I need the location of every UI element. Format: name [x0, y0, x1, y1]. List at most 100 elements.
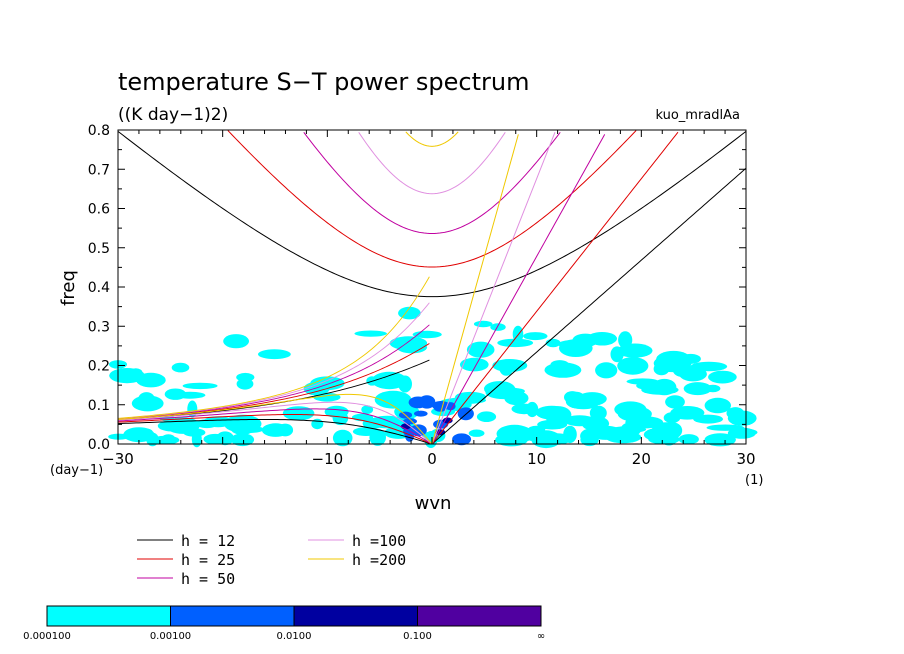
contour-blob: [563, 425, 577, 444]
contour-blob-high: [442, 417, 453, 424]
contour-blob: [527, 425, 546, 434]
y-tick-label: 0.2: [88, 359, 110, 375]
contour-blob: [595, 362, 618, 379]
contour-blob: [137, 428, 153, 435]
contour-blob: [490, 323, 506, 331]
contour-blob: [389, 336, 428, 351]
x-tick-label: 0: [427, 450, 437, 468]
contour-blob: [614, 401, 647, 418]
dispersion-curves: [117, 130, 747, 445]
rossby-wave-line: [117, 414, 433, 445]
y-tick-label: 0.1: [88, 398, 110, 414]
contour-blob: [704, 397, 731, 414]
x-tick-label: −20: [207, 450, 239, 468]
contour-blob: [236, 378, 254, 390]
y-tick-label: 0.4: [88, 280, 110, 296]
contour-blob: [258, 349, 291, 360]
contour-blob: [511, 403, 537, 415]
contour-blob: [476, 411, 497, 423]
contour-blob: [709, 435, 725, 442]
inertia-gravity-line: [405, 131, 459, 147]
contour-blob: [352, 427, 380, 436]
contour-blob: [162, 434, 175, 441]
contour-blob: [230, 433, 255, 447]
contour-blob: [171, 362, 190, 373]
contour-blob: [422, 432, 435, 439]
color-bar-cell: [46, 605, 171, 627]
color-bar-label: 0.0100: [277, 631, 312, 642]
contour-blob: [653, 362, 670, 376]
contour-blob: [497, 338, 534, 348]
contour-blob: [182, 382, 218, 390]
contour-blob: [223, 334, 250, 349]
y-unit-label: (day−1): [50, 463, 103, 478]
x-unit-label: (1): [745, 473, 763, 488]
inertia-gravity-line: [227, 130, 637, 268]
inertia-gravity-line: [358, 132, 506, 195]
power-contours: [108, 306, 758, 449]
x-tick-label: −30: [102, 450, 134, 468]
contour-blob: [708, 370, 737, 384]
legend-label: h =100: [352, 532, 406, 550]
dispersion-curve-h50: [117, 132, 606, 445]
contour-blob: [174, 391, 206, 399]
contour-blob: [618, 331, 633, 349]
contour-blob: [726, 407, 745, 420]
contour-blob: [131, 395, 164, 412]
kelvin-wave-line: [431, 134, 606, 445]
contour-blob: [678, 434, 699, 445]
legend-label: h = 25: [181, 551, 235, 569]
contour-blob: [332, 429, 353, 447]
y-tick-label: 0.6: [88, 202, 110, 218]
contour-blob-mid: [431, 401, 451, 411]
contour-blob: [460, 357, 489, 372]
x-tick-label: 30: [736, 450, 755, 468]
x-axis-label: wvn: [415, 493, 452, 514]
contour-blob: [641, 385, 679, 395]
contour-blob: [617, 357, 649, 375]
legend-label: h = 50: [181, 570, 235, 588]
contour-blob: [398, 306, 421, 320]
color-bar-cell: [417, 605, 542, 627]
contour-blob: [581, 416, 610, 432]
chart-title: temperature S−T power spectrum: [118, 68, 530, 96]
y-tick-label: 0.7: [88, 162, 110, 178]
x-tick-label: 20: [632, 450, 651, 468]
rossby-wave-line: [117, 393, 433, 445]
contour-blob: [643, 427, 678, 442]
y-tick-label: 0.8: [88, 123, 110, 139]
y-tick-label: 0.0: [88, 437, 110, 453]
kelvin-wave-line: [431, 167, 747, 445]
x-tick-label: 10: [527, 450, 546, 468]
contour-blob: [572, 333, 599, 347]
contour-blob: [354, 330, 387, 337]
contour-blob: [625, 416, 664, 429]
contour-blob: [203, 416, 233, 428]
legend-label: h =200: [352, 551, 406, 569]
run-label: kuo_mradlAa: [655, 108, 740, 123]
contour-blob: [523, 332, 548, 341]
contour-blob: [361, 405, 374, 414]
rossby-wave-line: [117, 418, 433, 445]
contour-blob-mid: [452, 433, 472, 446]
contour-blob: [502, 388, 525, 395]
contour-blob: [537, 419, 568, 430]
contour-blob: [466, 341, 495, 358]
contour-blob: [626, 378, 659, 385]
inertia-gravity-line: [117, 130, 747, 298]
contour-blob: [282, 406, 315, 421]
contour-blob-mid: [408, 396, 428, 409]
kelvin-wave-line: [431, 134, 519, 445]
contour-blob: [468, 429, 485, 437]
rossby-wave-line: [117, 408, 433, 445]
contour-blob: [231, 423, 254, 435]
legend-label: h = 12: [181, 532, 235, 550]
contour-blob: [374, 390, 412, 409]
contour-blob: [565, 394, 594, 409]
contour-blob: [706, 424, 745, 431]
kelvin-wave-line: [431, 131, 679, 445]
contour-blob: [690, 361, 728, 372]
contour-blob: [683, 382, 712, 396]
